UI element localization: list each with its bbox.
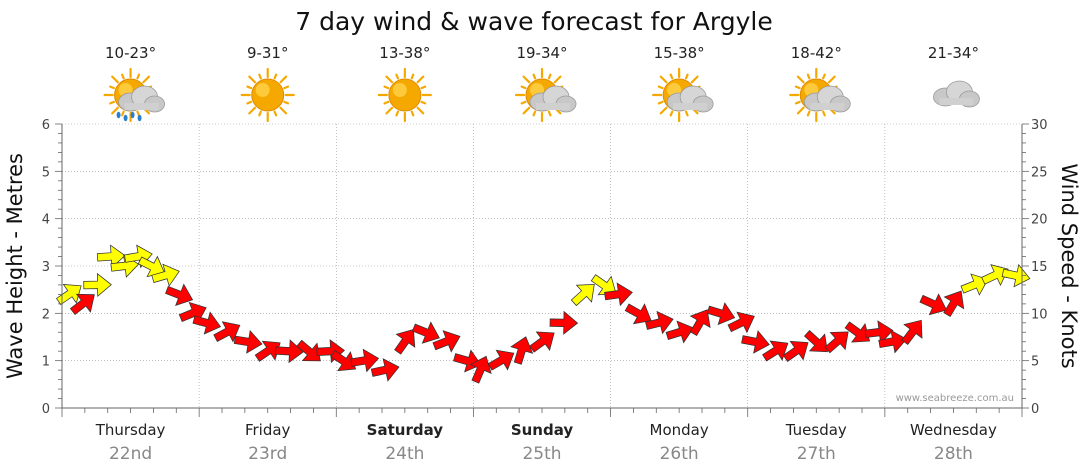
wind-arrow xyxy=(96,244,126,269)
chart-axes: 0 1 2 3 4 5 6 0 5 10 15 20 25 30 Thursday 22nd Friday 23r… xyxy=(42,118,1048,464)
day-name-label: Monday xyxy=(650,421,709,439)
wind-arrow xyxy=(510,336,534,365)
day-date-label: 27th xyxy=(797,444,836,464)
sun-cloud-icon xyxy=(789,67,851,123)
wind-arrow xyxy=(782,340,809,362)
wind-arrow xyxy=(844,321,871,343)
chart-grid xyxy=(62,123,1022,408)
wind-arrow xyxy=(529,331,555,353)
sun-cloud-rain-icon xyxy=(103,67,165,123)
wind-arrow xyxy=(275,339,304,364)
sun-icon xyxy=(240,67,295,123)
wind-arrow xyxy=(350,348,380,373)
wind-arrow xyxy=(296,339,321,362)
wind-arrow xyxy=(83,272,112,297)
wind-arrow xyxy=(69,293,95,316)
left-tick-label: 0 xyxy=(42,402,50,417)
wind-arrow xyxy=(165,283,194,306)
temp-range-label: 21-34° xyxy=(928,44,979,62)
wind-arrow xyxy=(233,329,263,354)
temp-range-label: 10-23° xyxy=(105,44,156,62)
wind-arrow xyxy=(864,320,894,345)
wind-arrow xyxy=(192,311,222,335)
wind-arrow xyxy=(878,329,908,354)
wind-arrow xyxy=(645,310,674,335)
left-tick-label: 4 xyxy=(42,213,50,228)
temp-range-label: 18-42° xyxy=(791,44,842,62)
wind-arrow xyxy=(943,290,965,318)
right-tick-label: 0 xyxy=(1031,402,1039,417)
day-date-label: 25th xyxy=(522,444,561,464)
day-date-label: 28th xyxy=(934,444,973,464)
cloud-icon xyxy=(933,80,980,108)
wind-arrow xyxy=(741,330,770,354)
temp-range-label: 19-34° xyxy=(516,44,567,62)
day-name-label: Wednesday xyxy=(910,421,997,439)
right-tick-label: 30 xyxy=(1031,118,1048,133)
temp-range-label: 15-38° xyxy=(654,44,705,62)
day-name-label: Friday xyxy=(245,421,291,439)
raindrop-icon xyxy=(130,111,135,119)
wind-arrow xyxy=(624,303,652,325)
raindrop-icon xyxy=(123,114,128,122)
left-tick-label: 3 xyxy=(42,260,50,275)
temp-range-label: 9-31° xyxy=(247,44,289,62)
wind-arrow xyxy=(394,328,416,355)
left-axis-title: Wave Height - Metres xyxy=(3,153,27,379)
temp-range-label: 13-38° xyxy=(379,44,430,62)
day-date-label: 24th xyxy=(385,444,424,464)
right-tick-label: 25 xyxy=(1031,165,1048,180)
sun-cloud-icon xyxy=(652,67,714,123)
right-tick-label: 5 xyxy=(1031,355,1039,370)
chart-title: 7 day wind & wave forecast for Argyle xyxy=(295,7,772,36)
wind-arrow xyxy=(762,340,789,362)
right-tick-label: 20 xyxy=(1031,213,1048,228)
wind-arrow xyxy=(803,330,828,353)
wind-arrow xyxy=(901,319,923,346)
sun-icon xyxy=(377,67,432,123)
wind-arrows xyxy=(55,244,1031,384)
wind-arrow xyxy=(824,331,849,354)
wind-arrow xyxy=(665,320,695,344)
wind-arrow xyxy=(960,273,989,296)
wind-arrow xyxy=(727,311,755,334)
day-name-label: Sunday xyxy=(511,421,574,439)
credit-text: www.seabreeze.com.au xyxy=(896,393,1014,404)
raindrop-icon xyxy=(137,114,142,122)
left-tick-label: 5 xyxy=(42,165,50,180)
wind-arrow xyxy=(487,349,515,371)
right-tick-label: 10 xyxy=(1031,307,1048,322)
day-date-label: 22nd xyxy=(109,444,152,464)
left-tick-label: 1 xyxy=(42,355,50,370)
wind-arrow xyxy=(706,302,736,326)
right-tick-label: 15 xyxy=(1031,260,1048,275)
wind-arrow xyxy=(570,283,595,307)
day-date-label: 26th xyxy=(660,444,699,464)
day-name-label: Thursday xyxy=(95,421,166,439)
right-axis-title: Wind Speed - Knots xyxy=(1057,163,1080,368)
day-name-label: Tuesday xyxy=(785,421,847,439)
left-tick-label: 6 xyxy=(42,118,50,133)
wind-arrow xyxy=(370,358,400,382)
day-name-label: Saturday xyxy=(367,421,444,439)
wind-arrow xyxy=(919,293,948,316)
wind-arrow xyxy=(549,310,579,335)
raindrop-icon xyxy=(116,111,121,119)
left-tick-label: 2 xyxy=(42,307,50,322)
day-date-label: 23rd xyxy=(248,444,287,464)
forecast-day-headers: 10-23° 9-31° 13-38° 19-34° 15-38° 18-42° 21-34… xyxy=(103,44,980,123)
wind-arrow xyxy=(411,321,440,344)
wind-arrow xyxy=(213,321,241,343)
wind-arrow xyxy=(151,263,180,287)
sun-cloud-icon xyxy=(514,67,577,123)
wind-arrow xyxy=(689,309,711,337)
wind-arrow xyxy=(604,282,633,307)
wind-arrow xyxy=(330,350,357,372)
wind-arrow xyxy=(432,330,461,353)
